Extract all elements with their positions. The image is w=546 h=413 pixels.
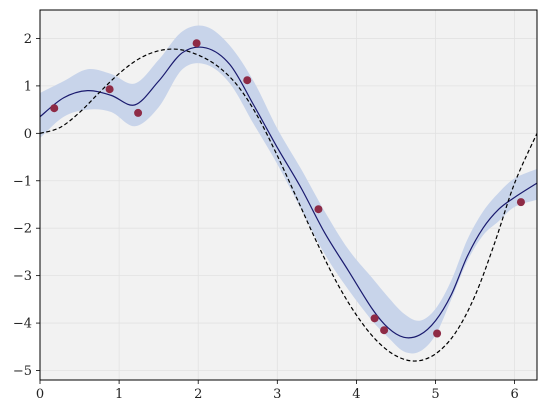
x-tick-label: 5 xyxy=(431,387,439,402)
x-tick-label: 3 xyxy=(273,387,281,402)
series-lines xyxy=(39,46,538,362)
y-tick-label: −2 xyxy=(13,222,32,237)
data-point xyxy=(50,104,59,113)
y-tick-label: −5 xyxy=(13,364,32,379)
data-point xyxy=(105,85,114,94)
x-tick-label: 2 xyxy=(194,387,202,402)
plot-background xyxy=(40,10,537,380)
y-tick-label: −4 xyxy=(13,317,32,332)
data-point xyxy=(314,205,323,214)
data-point xyxy=(516,198,525,207)
x-axis-ticks: 0 1 2 3 4 5 6 xyxy=(36,380,519,402)
mean-prediction-line xyxy=(39,46,538,339)
data-point xyxy=(380,326,389,335)
data-point xyxy=(433,329,442,338)
data-point xyxy=(370,314,379,323)
data-point xyxy=(243,76,252,85)
y-tick-label: 2 xyxy=(24,32,32,47)
y-axis-ticks: 2 1 0 −1 −2 −3 −4 −5 xyxy=(13,32,40,379)
plot-frame xyxy=(39,9,538,381)
data-point xyxy=(192,39,201,48)
x-tick-label: 4 xyxy=(352,387,360,402)
y-tick-label: 0 xyxy=(24,127,32,142)
y-tick-label: −1 xyxy=(13,174,32,189)
y-tick-label: 1 xyxy=(24,79,32,94)
y-tick-label: −3 xyxy=(13,269,32,284)
x-tick-label: 6 xyxy=(510,387,518,402)
x-tick-label: 0 xyxy=(36,387,44,402)
x-tick-label: 1 xyxy=(115,387,123,402)
data-points xyxy=(50,39,525,338)
data-point xyxy=(134,108,143,117)
